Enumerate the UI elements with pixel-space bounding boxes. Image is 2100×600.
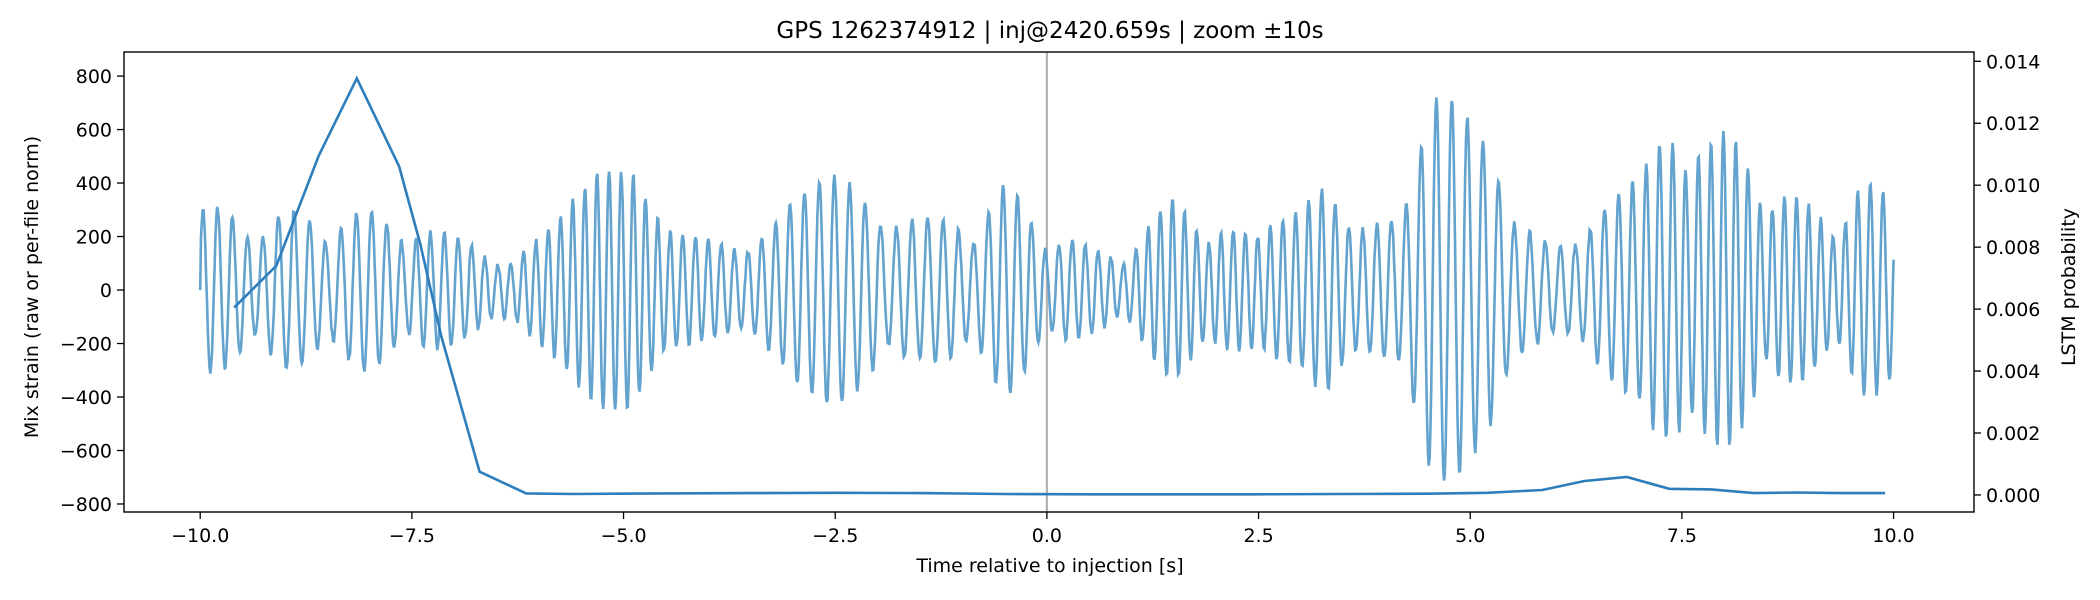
y-tick-label: −800 bbox=[60, 494, 112, 516]
x-tick-label: 10.0 bbox=[1872, 525, 1914, 547]
y-tick-label: 800 bbox=[76, 66, 112, 88]
x-tick-label: 5.0 bbox=[1455, 525, 1485, 547]
y2-axis-label: LSTM probability bbox=[2058, 208, 2080, 366]
series-lstm-probability-line bbox=[233, 75, 1886, 496]
y-tick-label: −200 bbox=[60, 334, 112, 356]
y2-tick-label: 0.010 bbox=[1986, 175, 2040, 197]
y-axis-label: Mix strain (raw or per-file norm) bbox=[21, 136, 43, 438]
x-axis-label: Time relative to injection [s] bbox=[915, 555, 1183, 577]
x-tick-label: −7.5 bbox=[389, 525, 435, 547]
y2-tick-label: 0.002 bbox=[1986, 423, 2040, 445]
y-tick-label: 600 bbox=[76, 120, 112, 142]
y-axis-right: 0.000 0.002 0.004 0.006 0.008 0.010 0.012 0.014 bbox=[1974, 51, 2040, 507]
y2-tick-label: 0.014 bbox=[1986, 51, 2040, 73]
y-axis-left: −800 −600 −400 −200 0 200 400 600 800 bbox=[60, 66, 124, 516]
y-tick-label: 200 bbox=[76, 227, 112, 249]
x-tick-label: 2.5 bbox=[1243, 525, 1273, 547]
x-tick-label: −2.5 bbox=[812, 525, 858, 547]
y-tick-label: 400 bbox=[76, 173, 112, 195]
chart-title: GPS 1262374912 | inj@2420.659s | zoom ±1… bbox=[776, 18, 1323, 44]
series-strain-line bbox=[198, 97, 1895, 481]
x-tick-label: −10.0 bbox=[171, 525, 229, 547]
x-axis: −10.0 −7.5 −5.0 −2.5 0.0 2.5 5.0 7.5 10.0 bbox=[171, 512, 1915, 547]
y-tick-label: 0 bbox=[100, 280, 112, 302]
y-tick-label: −400 bbox=[60, 387, 112, 409]
y2-tick-label: 0.012 bbox=[1986, 113, 2040, 135]
x-tick-label: 7.5 bbox=[1667, 525, 1697, 547]
x-tick-label: 0.0 bbox=[1032, 525, 1062, 547]
y2-tick-label: 0.000 bbox=[1986, 485, 2040, 507]
plot-area bbox=[123, 51, 1975, 513]
x-tick-label: −5.0 bbox=[600, 525, 646, 547]
y2-tick-label: 0.008 bbox=[1986, 237, 2040, 259]
y-tick-label: −600 bbox=[60, 440, 112, 462]
y2-tick-label: 0.004 bbox=[1986, 361, 2040, 383]
plot-frame bbox=[123, 51, 1975, 513]
y2-tick-label: 0.006 bbox=[1986, 299, 2040, 321]
